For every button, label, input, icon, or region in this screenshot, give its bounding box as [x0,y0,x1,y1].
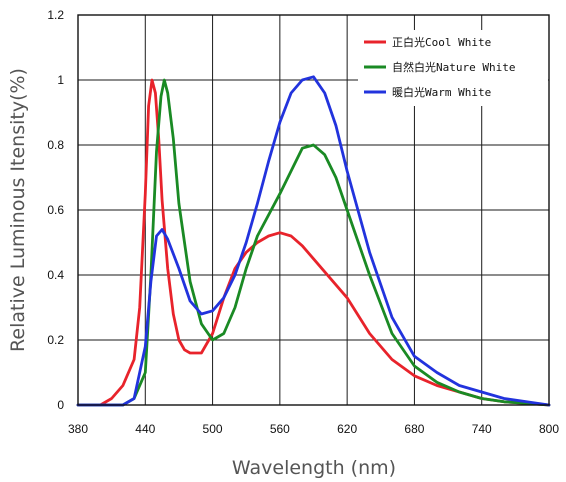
y-tick-label: 1.2 [47,8,64,22]
x-tick-label: 380 [68,422,88,436]
series-lines [76,75,551,407]
y-tick-labels: 0 0.2 0.4 0.6 0.8 1 1.2 [47,8,64,412]
x-tick-label: 500 [203,422,223,436]
y-tick-label: 0.2 [47,333,64,347]
series-line-2 [76,75,551,407]
x-tick-label: 440 [135,422,155,436]
y-tick-label: 0 [57,398,64,412]
legend: 正白光Cool White 自然白光Nature White 暖白光Warm Whi… [358,30,548,106]
x-tick-label: 800 [539,422,559,436]
legend-label-2: 暖白光Warm White [392,85,491,99]
x-tick-label: 740 [472,422,492,436]
legend-label-1: 自然白光Nature White [392,60,515,74]
y-axis-label: Relative Luminous Itensity(%) [7,68,29,352]
x-tick-label: 680 [404,422,424,436]
y-tick-label: 0.8 [47,138,64,152]
x-tick-labels: 380 440 500 560 620 680 740 800 [68,422,559,436]
legend-label-0: 正白光Cool White [392,35,491,49]
plot-frame [77,14,550,406]
y-tick-label: 0.4 [47,268,64,282]
y-tick-label: 1 [57,73,64,87]
x-tick-label: 620 [337,422,357,436]
series-line-1 [76,78,551,407]
y-tick-label: 0.6 [47,203,64,217]
x-tick-label: 560 [270,422,290,436]
x-axis-label: Wavelength (nm) [232,457,396,479]
legend-background [358,30,548,106]
